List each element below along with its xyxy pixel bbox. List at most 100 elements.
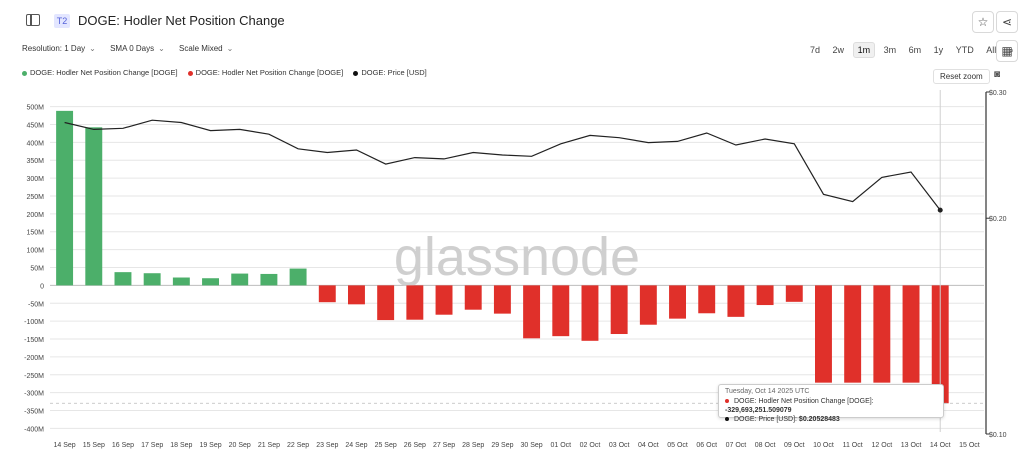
bar	[85, 127, 103, 286]
x-tick-label: 17 Sep	[141, 442, 163, 449]
chart-controls: Resolution: 1 Day ⌄ SMA 0 Days ⌄ Scale Mix…	[22, 44, 245, 53]
star-icon[interactable]: ☆	[972, 11, 994, 33]
bar	[610, 285, 628, 335]
bar	[377, 285, 395, 321]
bar	[202, 278, 219, 286]
legend-dot	[187, 70, 193, 76]
range-selector: 7d 2w 1m 3m 6m 1y YTD All ⌕	[806, 42, 1020, 58]
zoom-search-icon[interactable]: ⌕	[1008, 45, 1014, 55]
x-tick-label: 12 Oct	[872, 442, 893, 449]
range-2w[interactable]: 2w	[832, 45, 845, 55]
y-tick-label: 500M	[26, 105, 44, 112]
bar	[581, 285, 599, 341]
tooltip-row-hodler: DOGE: Hodler Net Position Change [DOGE]:…	[725, 398, 874, 414]
y-tick-label: -400M	[24, 426, 44, 433]
x-tick-label: 21 Sep	[258, 442, 280, 449]
x-tick-label: 09 Oct	[784, 442, 805, 449]
resolution-select[interactable]: Resolution: 1 Day ⌄	[22, 44, 96, 53]
x-tick-label: 30 Sep	[521, 442, 543, 449]
bar	[260, 273, 278, 286]
watermark: glassnode	[394, 227, 640, 287]
y-tick-label: -150M	[24, 337, 44, 344]
bar	[698, 285, 716, 314]
price-line	[64, 119, 941, 211]
x-tick-label: 07 Oct	[726, 442, 747, 449]
sidebar-toggle-icon[interactable]	[26, 14, 40, 26]
bar	[552, 285, 570, 337]
bar	[464, 285, 482, 310]
y-tick-label: -300M	[24, 391, 44, 398]
range-ytd[interactable]: YTD	[955, 45, 974, 55]
bar	[406, 285, 424, 320]
range-1m[interactable]: 1m	[852, 42, 876, 58]
tooltip-dot	[725, 399, 729, 404]
x-tick-label: 23 Sep	[316, 442, 338, 449]
x-tick-label: 18 Sep	[170, 442, 192, 449]
y-tick-label: 450M	[26, 122, 44, 129]
bar	[289, 268, 307, 286]
scale-select[interactable]: Scale Mixed ⌄	[179, 44, 234, 53]
x-tick-label: 01 Oct	[550, 442, 571, 449]
bar	[639, 285, 657, 325]
x-tick-label: 06 Oct	[696, 442, 717, 449]
bar	[318, 285, 336, 303]
y-tick-label: 0	[40, 283, 44, 290]
bar	[815, 285, 832, 383]
price-hover-marker	[937, 207, 943, 213]
tooltip-row-price: DOGE: Price [USD]: $0.20528483	[725, 415, 937, 424]
calendar-icon[interactable]: ▦	[996, 40, 1018, 62]
legend-dot	[353, 70, 359, 76]
chevron-down-icon: ⌄	[158, 44, 165, 53]
bar	[493, 285, 511, 314]
legend-dot	[22, 70, 27, 76]
bar	[785, 285, 803, 302]
x-tick-label: 03 Oct	[609, 442, 630, 449]
right-tick-label: $0.20	[989, 216, 1007, 223]
legend-item[interactable]: DOGE: Hodler Net Position Change [DOGE]	[22, 68, 178, 77]
y-tick-label: -50M	[28, 301, 44, 308]
bar	[114, 272, 132, 286]
right-tick-label: $0.30	[989, 90, 1007, 97]
x-tick-label: 24 Sep	[345, 442, 367, 449]
share-icon[interactable]: ⋖	[996, 11, 1018, 33]
x-tick-label: 05 Oct	[667, 442, 688, 449]
y-tick-label: 250M	[26, 194, 44, 201]
y-tick-label: 300M	[26, 176, 44, 183]
reset-zoom-button[interactable]: Reset zoom	[933, 69, 990, 84]
y-tick-label: -100M	[24, 319, 44, 326]
x-tick-label: 10 Oct	[813, 442, 834, 449]
chevron-down-icon: ⌄	[226, 44, 234, 53]
range-7d[interactable]: 7d	[810, 45, 821, 55]
x-tick-label: 28 Sep	[462, 442, 484, 449]
legend-item[interactable]: DOGE: Hodler Net Position Change [DOGE]	[187, 68, 343, 77]
bar	[902, 285, 920, 383]
x-tick-label: 19 Sep	[199, 442, 221, 449]
range-6m[interactable]: 6m	[908, 45, 922, 55]
x-tick-label: 29 Sep	[491, 442, 513, 449]
x-tick-label: 08 Oct	[755, 442, 776, 449]
x-tick-label: 04 Oct	[638, 442, 659, 449]
x-tick-label: 13 Oct	[901, 442, 922, 449]
x-tick-label: 26 Sep	[404, 442, 426, 449]
x-tick-label: 14 Sep	[54, 442, 76, 449]
legend-item[interactable]: DOGE: Price [USD]	[353, 68, 427, 77]
bar	[669, 285, 686, 319]
range-3m[interactable]: 3m	[883, 45, 897, 55]
x-tick-label: 02 Oct	[580, 442, 601, 449]
camera-icon[interactable]: ◙	[994, 69, 1001, 80]
bar	[143, 273, 161, 286]
tooltip-dot	[725, 417, 729, 422]
bar	[435, 285, 453, 315]
x-tick-label: 22 Sep	[287, 442, 309, 449]
x-tick-label: 25 Sep	[375, 442, 397, 449]
range-all[interactable]: All	[986, 45, 997, 55]
bar	[348, 285, 365, 305]
y-tick-label: 400M	[26, 140, 44, 147]
bar	[844, 285, 862, 383]
sma-select[interactable]: SMA 0 Days ⌄	[110, 44, 165, 53]
y-tick-label: 50M	[30, 266, 44, 273]
bar	[523, 285, 541, 339]
x-tick-label: 14 Oct	[930, 442, 951, 449]
range-1y[interactable]: 1y	[933, 45, 944, 55]
x-tick-label: 15 Oct	[959, 442, 980, 449]
